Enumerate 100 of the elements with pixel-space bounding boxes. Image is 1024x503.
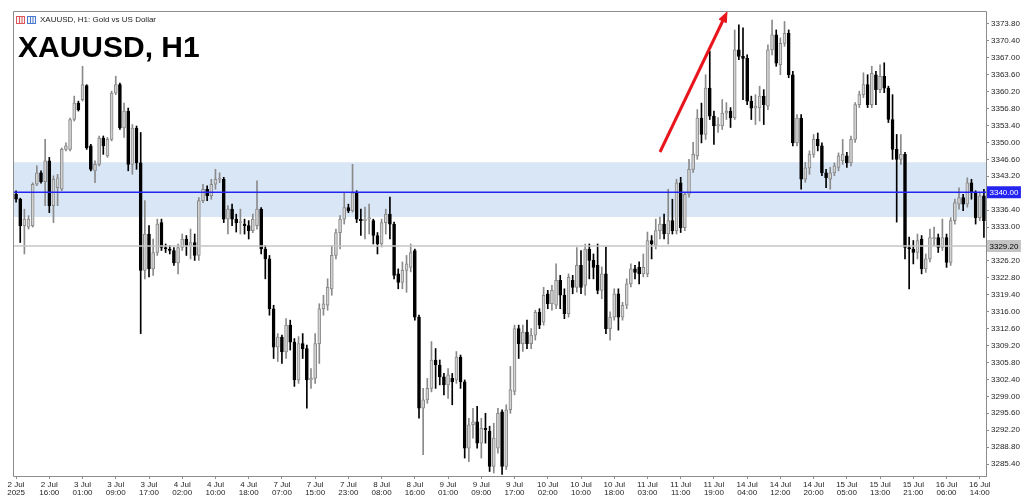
x-tick-label: 16 Jul 06:00: [935, 479, 958, 498]
candlestick: [155, 218, 160, 256]
x-tick-label: 8 Jul 08:00: [371, 479, 393, 498]
y-tick-label: 3353.40: [991, 120, 1021, 130]
candlestick: [64, 142, 68, 152]
candlestick: [496, 407, 500, 454]
y-tick-label: 3305.80: [991, 357, 1021, 367]
candlestick: [334, 228, 338, 260]
candlestick: [604, 246, 608, 334]
candlestick: [521, 324, 525, 352]
candlestick: [317, 303, 322, 364]
x-tick-label: 10 Jul 02:00: [537, 479, 559, 498]
candlestick: [471, 407, 475, 439]
x-tick-label: 14 Jul 04:00: [736, 479, 759, 498]
candlestick: [421, 388, 425, 455]
x-tick-label: 11 Jul 19:00: [703, 479, 725, 498]
candlestick: [176, 243, 180, 275]
candlestick: [251, 213, 255, 233]
y-tick-label: 3322.80: [991, 273, 1021, 283]
y-tick-label: 3370.40: [991, 36, 1021, 46]
candlestick: [633, 265, 637, 280]
x-tick-label: 15 Jul 21:00: [902, 479, 925, 498]
candlestick: [857, 90, 862, 108]
x-tick-label: 10 Jul 10:00: [570, 479, 592, 498]
y-tick-label: 3373.80: [991, 19, 1021, 29]
candlestick: [280, 334, 284, 364]
candlestick: [122, 102, 126, 138]
candlestick: [151, 238, 155, 276]
candlestick: [874, 70, 878, 105]
candlestick: [491, 422, 496, 474]
y-tick-label: 3367.00: [991, 53, 1021, 63]
candlestick: [803, 162, 808, 183]
candlestick: [824, 168, 828, 189]
candlestick: [579, 250, 583, 295]
candlestick: [246, 220, 251, 240]
candlestick: [533, 309, 538, 341]
candlestick: [662, 213, 666, 240]
candlestick: [89, 144, 93, 172]
candlestick: [84, 84, 89, 150]
candlestick: [305, 344, 309, 409]
y-tick-label: 3326.20: [991, 256, 1021, 266]
candlestick: [425, 378, 430, 404]
x-tick-label: 3 Jul 09:00: [105, 479, 127, 498]
candlestick: [35, 165, 39, 187]
candlestick: [869, 65, 874, 108]
candlestick: [583, 243, 587, 296]
candlestick: [288, 319, 293, 351]
candlestick: [504, 404, 509, 470]
candlestick: [30, 182, 35, 228]
y-tick-label: 3360.20: [991, 86, 1021, 96]
candlestick: [791, 70, 795, 147]
y-tick-label: 3316.00: [991, 306, 1021, 316]
candlestick: [275, 333, 280, 362]
x-tick-label: 7 Jul 15:00: [305, 479, 326, 498]
candlestick: [97, 135, 101, 167]
candlestick: [678, 176, 683, 233]
y-tick-label: 3333.00: [991, 222, 1021, 232]
candlestick: [313, 333, 317, 384]
candlestick: [741, 27, 745, 100]
candlestick: [408, 243, 413, 273]
y-tick-label: 3319.40: [991, 289, 1021, 299]
y-tick-label: 3309.20: [991, 340, 1021, 350]
candlestick: [766, 44, 770, 110]
x-tick-label: 2 Jul 16:00: [39, 479, 60, 498]
x-tick-label: 15 Jul 13:00: [869, 479, 891, 498]
y-tick-label: 3312.60: [991, 323, 1021, 333]
candlestick: [525, 319, 529, 349]
candlestick: [695, 109, 700, 160]
candlestick: [18, 197, 23, 243]
y-tick-label: 3356.80: [991, 103, 1021, 113]
candlestick: [720, 99, 725, 130]
candlestick: [500, 409, 504, 475]
x-tick-label: 11 Jul 03:00: [637, 479, 659, 498]
x-tick-label: 10 Jul 18:00: [603, 479, 626, 498]
candlestick: [953, 198, 957, 225]
x-tick-label: 2 Jul 2025: [7, 479, 26, 498]
candlestick: [882, 62, 887, 93]
candlestick: [437, 359, 442, 386]
candlestick: [932, 226, 936, 246]
candlestick: [653, 218, 658, 250]
y-tick-label: 3363.60: [991, 69, 1021, 79]
y-tick-label: 3288.80: [991, 442, 1021, 452]
candlestick: [396, 268, 401, 290]
candlestick: [687, 159, 691, 198]
y-tick-label: 3350.00: [991, 137, 1021, 147]
candlestick: [197, 197, 201, 261]
candlestick: [894, 134, 899, 223]
y-tick-label: 3302.40: [991, 374, 1021, 384]
candlestick: [575, 247, 579, 293]
x-tick-label: 16 Jul 14:00: [969, 479, 991, 498]
candlestick: [770, 19, 774, 56]
candlestick: [683, 191, 687, 231]
y-tick-label: 3295.60: [991, 408, 1021, 418]
x-tick-label: 7 Jul 23:00: [338, 479, 359, 498]
x-tick-label: 9 Jul 09:00: [471, 479, 492, 498]
candlestick: [371, 218, 376, 245]
y-tick-label: 3336.40: [991, 205, 1021, 215]
candlestick: [529, 328, 533, 349]
candlestick: [977, 191, 982, 221]
x-tick-label: 4 Jul 10:00: [205, 479, 227, 498]
